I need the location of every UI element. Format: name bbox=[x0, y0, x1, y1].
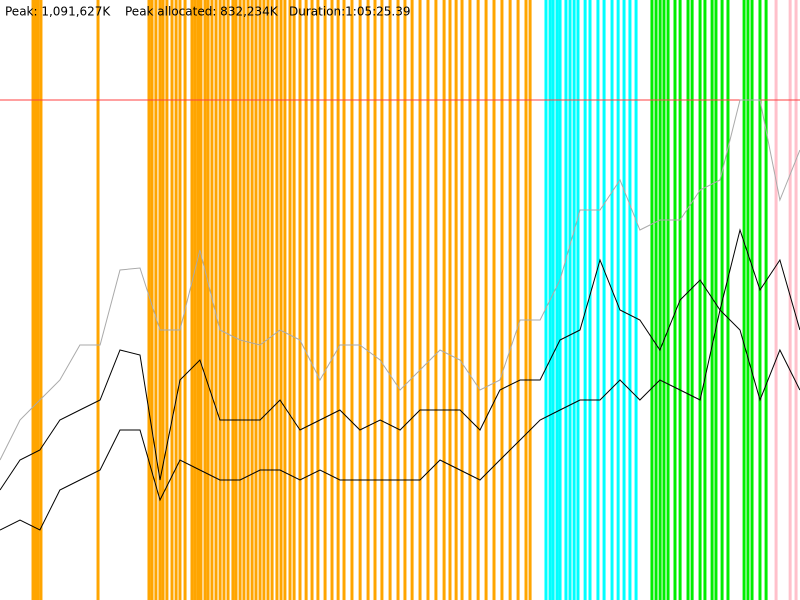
series-line bbox=[0, 228, 800, 491]
peak-allocated-label: Peak allocated: 832,234K bbox=[125, 5, 279, 19]
series-line bbox=[0, 99, 800, 461]
series-line bbox=[0, 309, 800, 531]
event-lines bbox=[31, 0, 798, 600]
plot-lines bbox=[0, 99, 800, 531]
duration-label: Duration:1:05:25.39 bbox=[289, 5, 411, 19]
peak-label: Peak: 1,091,627K bbox=[5, 5, 111, 19]
